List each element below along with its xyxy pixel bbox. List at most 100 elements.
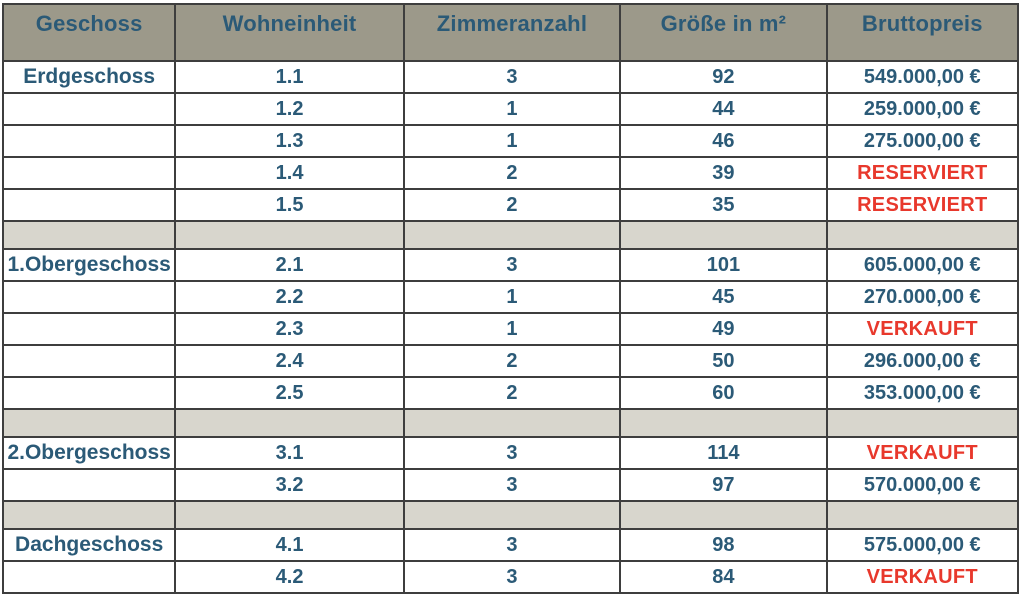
unit-row: Dachgeschoss 4.1 3 98 575.000,00 €: [1, 528, 1020, 562]
separator-cell: [174, 220, 405, 250]
cell-price: 270.000,00 €: [825, 280, 1020, 314]
cell-price: 549.000,00 €: [825, 60, 1020, 94]
cell-size: 44: [619, 92, 828, 126]
column-header-wohneinheit: Wohneinheit: [174, 3, 405, 62]
separator-cell: [174, 408, 405, 438]
cell-price-status: VERKAUFT: [825, 436, 1020, 470]
column-header-groesse: Größe in m²: [619, 3, 828, 62]
cell-size: 98: [619, 528, 828, 562]
cell-size: 101: [619, 248, 828, 282]
separator-cell: [825, 500, 1020, 530]
cell-unit: 1.2: [174, 92, 405, 126]
cell-price: 296.000,00 €: [825, 344, 1020, 378]
price-table: Geschoss Wohneinheit Zimmeranzahl Größe …: [1, 3, 1020, 594]
cell-size: 45: [619, 280, 828, 314]
column-header-bruttopreis: Bruttopreis: [825, 3, 1020, 62]
cell-size: 39: [619, 156, 828, 190]
unit-row: 2.3 1 49 VERKAUFT: [1, 312, 1020, 346]
cell-size: 84: [619, 560, 828, 594]
cell-floor: [1, 312, 177, 346]
cell-floor: [1, 92, 177, 126]
cell-rooms: 3: [402, 436, 622, 470]
header-row: Geschoss Wohneinheit Zimmeranzahl Größe …: [1, 3, 1020, 62]
separator-cell: [619, 500, 828, 530]
column-header-zimmeranzahl: Zimmeranzahl: [402, 3, 622, 62]
column-header-geschoss: Geschoss: [1, 3, 177, 62]
cell-size: 92: [619, 60, 828, 94]
cell-rooms: 3: [402, 60, 622, 94]
cell-floor: Erdgeschoss: [1, 60, 177, 94]
cell-size: 114: [619, 436, 828, 470]
cell-size: 50: [619, 344, 828, 378]
cell-price: 570.000,00 €: [825, 468, 1020, 502]
unit-row: 1.3 1 46 275.000,00 €: [1, 124, 1020, 158]
cell-rooms: 3: [402, 560, 622, 594]
cell-floor: Dachgeschoss: [1, 528, 177, 562]
cell-unit: 1.4: [174, 156, 405, 190]
separator-cell: [1, 500, 177, 530]
cell-unit: 2.4: [174, 344, 405, 378]
cell-price-status: VERKAUFT: [825, 312, 1020, 346]
cell-rooms: 2: [402, 156, 622, 190]
separator-cell: [1, 408, 177, 438]
cell-floor: 2.Obergeschoss: [1, 436, 177, 470]
cell-unit: 1.1: [174, 60, 405, 94]
unit-row: 1.2 1 44 259.000,00 €: [1, 92, 1020, 126]
cell-unit: 3.2: [174, 468, 405, 502]
separator-cell: [402, 220, 622, 250]
unit-row: 1.4 2 39 RESERVIERT: [1, 156, 1020, 190]
separator-row: [1, 500, 1020, 530]
unit-row: 2.5 2 60 353.000,00 €: [1, 376, 1020, 410]
separator-cell: [402, 408, 622, 438]
cell-unit: 4.2: [174, 560, 405, 594]
cell-rooms: 3: [402, 468, 622, 502]
cell-price-status: VERKAUFT: [825, 560, 1020, 594]
cell-unit: 2.2: [174, 280, 405, 314]
separator-cell: [825, 220, 1020, 250]
separator-cell: [825, 408, 1020, 438]
cell-rooms: 1: [402, 92, 622, 126]
cell-floor: [1, 560, 177, 594]
cell-rooms: 3: [402, 248, 622, 282]
cell-floor: [1, 468, 177, 502]
cell-floor: [1, 188, 177, 222]
unit-row: 1.Obergeschoss 2.1 3 101 605.000,00 €: [1, 248, 1020, 282]
cell-rooms: 1: [402, 280, 622, 314]
cell-size: 60: [619, 376, 828, 410]
cell-unit: 1.3: [174, 124, 405, 158]
unit-row: 2.2 1 45 270.000,00 €: [1, 280, 1020, 314]
separator-cell: [174, 500, 405, 530]
cell-rooms: 2: [402, 188, 622, 222]
cell-size: 97: [619, 468, 828, 502]
cell-floor: [1, 376, 177, 410]
cell-price: 353.000,00 €: [825, 376, 1020, 410]
separator-cell: [619, 408, 828, 438]
cell-rooms: 1: [402, 124, 622, 158]
separator-row: [1, 220, 1020, 250]
cell-rooms: 2: [402, 376, 622, 410]
cell-price-status: RESERVIERT: [825, 188, 1020, 222]
separator-cell: [619, 220, 828, 250]
cell-rooms: 2: [402, 344, 622, 378]
cell-floor: [1, 344, 177, 378]
unit-row: 1.5 2 35 RESERVIERT: [1, 188, 1020, 222]
unit-row: 2.Obergeschoss 3.1 3 114 VERKAUFT: [1, 436, 1020, 470]
cell-floor: [1, 156, 177, 190]
separator-row: [1, 408, 1020, 438]
unit-row: 3.2 3 97 570.000,00 €: [1, 468, 1020, 502]
cell-price: 605.000,00 €: [825, 248, 1020, 282]
cell-floor: 1.Obergeschoss: [1, 248, 177, 282]
unit-row: 4.2 3 84 VERKAUFT: [1, 560, 1020, 594]
separator-cell: [402, 500, 622, 530]
cell-unit: 2.5: [174, 376, 405, 410]
cell-unit: 1.5: [174, 188, 405, 222]
cell-price-status: RESERVIERT: [825, 156, 1020, 190]
unit-row: 2.4 2 50 296.000,00 €: [1, 344, 1020, 378]
cell-floor: [1, 124, 177, 158]
cell-unit: 2.1: [174, 248, 405, 282]
cell-unit: 2.3: [174, 312, 405, 346]
cell-size: 49: [619, 312, 828, 346]
cell-price: 575.000,00 €: [825, 528, 1020, 562]
cell-rooms: 3: [402, 528, 622, 562]
cell-price: 259.000,00 €: [825, 92, 1020, 126]
